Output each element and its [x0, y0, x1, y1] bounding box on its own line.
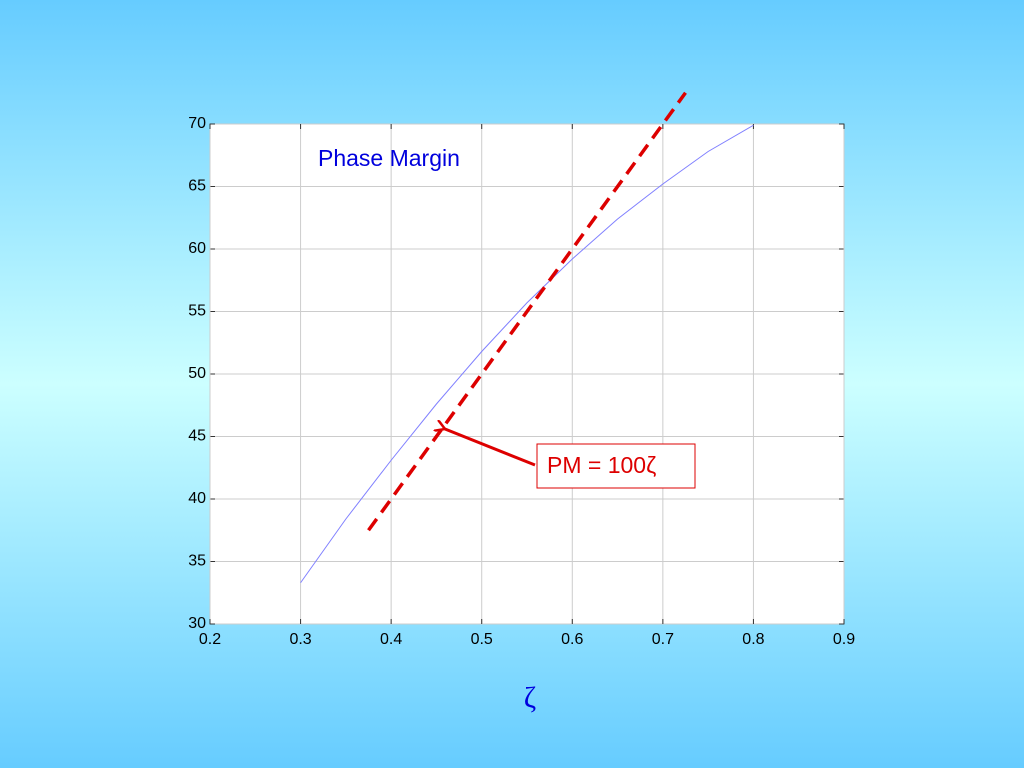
- annotation-arrow: [445, 429, 536, 467]
- y-tick-label: 40: [188, 490, 206, 507]
- x-tick-label: 0.2: [199, 631, 221, 648]
- x-axis-label: ζ: [524, 681, 536, 714]
- series-line: [300, 124, 754, 584]
- series-label: PM = 100ζ: [547, 452, 656, 478]
- y-tick-label: 30: [188, 615, 206, 632]
- x-tick-label: 0.4: [380, 631, 402, 648]
- series-label: Phase Margin: [318, 145, 460, 171]
- x-tick-label: 0.8: [742, 631, 764, 648]
- x-tick-label: 0.6: [561, 631, 583, 648]
- x-tick-label: 0.5: [471, 631, 493, 648]
- y-tick-label: 65: [188, 178, 206, 195]
- y-tick-label: 70: [188, 115, 206, 132]
- y-tick-label: 35: [188, 553, 206, 570]
- y-tick-label: 50: [188, 365, 206, 382]
- annotation-box: [536, 443, 696, 489]
- x-tick-label: 0.9: [833, 631, 855, 648]
- x-tick-label: 0.3: [289, 631, 311, 648]
- y-tick-label: 45: [188, 428, 206, 445]
- y-tick-label: 55: [188, 303, 206, 320]
- series-line: [367, 91, 687, 532]
- x-tick-label: 0.7: [652, 631, 674, 648]
- y-tick-label: 60: [188, 240, 206, 257]
